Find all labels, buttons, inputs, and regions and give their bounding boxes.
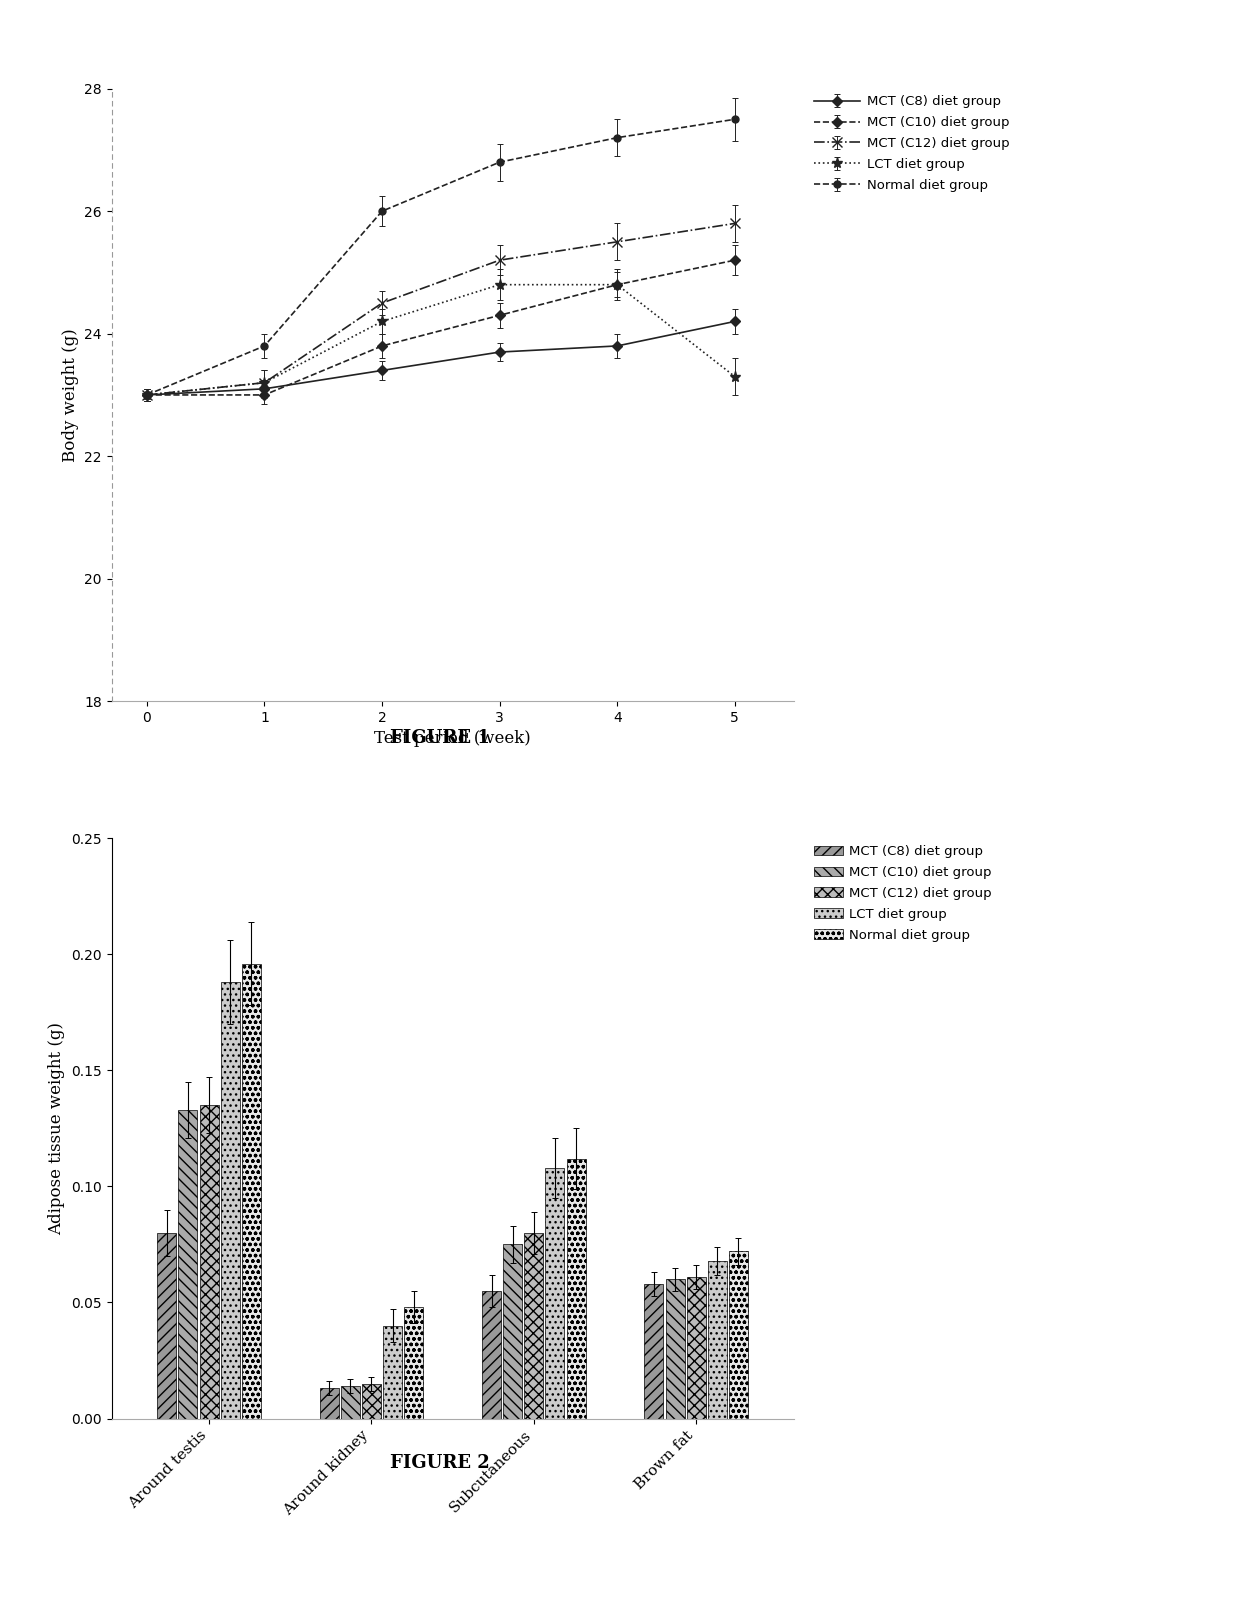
Y-axis label: Adipose tissue weight (g): Adipose tissue weight (g) [48, 1022, 66, 1235]
Bar [341, 1386, 360, 1419]
Bar [242, 964, 260, 1419]
Bar [362, 1383, 381, 1419]
Bar [708, 1261, 727, 1419]
Bar [546, 1167, 564, 1419]
Bar [482, 1291, 501, 1419]
Bar [221, 982, 239, 1419]
Bar [200, 1106, 218, 1419]
Text: FIGURE 1: FIGURE 1 [391, 729, 490, 746]
Bar [525, 1233, 543, 1419]
Y-axis label: Body weight (g): Body weight (g) [62, 329, 78, 461]
Bar [666, 1280, 684, 1419]
Bar [404, 1307, 423, 1419]
Legend: MCT (C8) diet group, MCT (C10) diet group, MCT (C12) diet group, LCT diet group,: MCT (C8) diet group, MCT (C10) diet grou… [813, 845, 992, 941]
Bar [383, 1325, 402, 1419]
Bar [179, 1109, 197, 1419]
Bar [503, 1244, 522, 1419]
Bar [320, 1388, 339, 1419]
Text: FIGURE 2: FIGURE 2 [391, 1454, 490, 1472]
X-axis label: Test period (week): Test period (week) [374, 730, 531, 748]
Bar [645, 1283, 663, 1419]
Bar [567, 1159, 585, 1419]
Bar [687, 1277, 706, 1419]
Legend: MCT (C8) diet group, MCT (C10) diet group, MCT (C12) diet group, LCT diet group,: MCT (C8) diet group, MCT (C10) diet grou… [813, 95, 1009, 192]
Bar [157, 1233, 176, 1419]
Bar [729, 1251, 748, 1419]
